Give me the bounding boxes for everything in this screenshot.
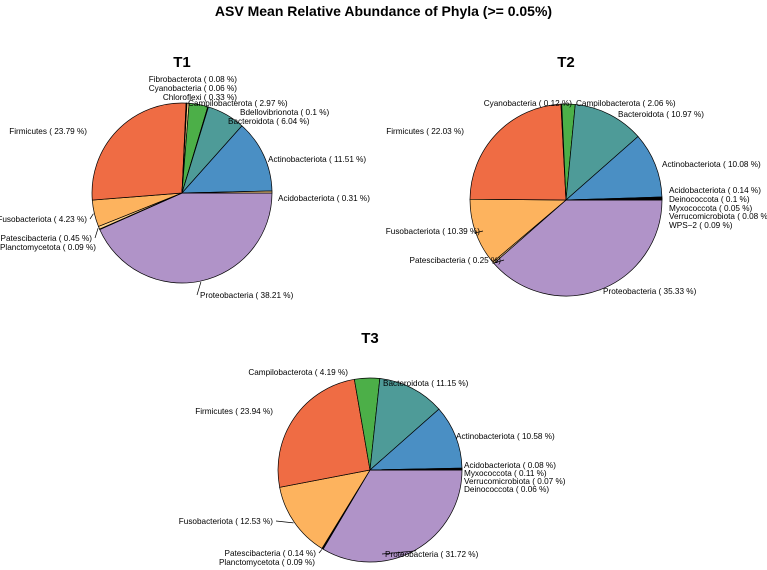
- slice-t2-proteobacteria: [493, 199, 663, 297]
- label-t2-actinobacteriota: Actinobacteriota ( 10.08 %): [662, 160, 761, 169]
- label-t3-bacteroidota: Bacteroidota ( 11.15 %): [383, 379, 469, 388]
- leader-t1-fusobacteriota: [89, 213, 94, 220]
- leader-t1-patescibacteria: [94, 227, 99, 239]
- slice-t2-actinobacteriota: [565, 136, 663, 201]
- label-t3-patescibacteria: Patescibacteria ( 0.14 %): [225, 549, 317, 558]
- label-t3-firmicutes: Firmicutes ( 23.94 %): [195, 407, 273, 416]
- label-t1-cyanobacteria: Cyanobacteria ( 0.06 %): [149, 84, 238, 93]
- label-t1-bdellovibrionota: Bdellovibrionota ( 0.1 %): [240, 108, 329, 117]
- slice-t1-acidobacteriota: [181, 190, 273, 194]
- pie-title-t2: T2: [557, 54, 575, 71]
- slice-t2-firmicutes: [469, 103, 567, 201]
- label-t3-planctomycetota: Planctomycetota ( 0.09 %): [219, 558, 315, 567]
- label-t1-actinobacteriota: Actinobacteriota ( 11.51 %): [268, 155, 366, 164]
- label-t3-verrucomicrobiota: Verrucomicrobiota ( 0.07 %): [464, 477, 566, 486]
- leader-t1-proteobacteria: [196, 281, 202, 296]
- label-t2-wps-2: WPS−2 ( 0.09 %): [669, 221, 733, 230]
- label-t1-firmicutes: Firmicutes ( 23.79 %): [9, 127, 87, 136]
- label-t3-campilobacterota: Campilobacterota ( 4.19 %): [248, 368, 348, 377]
- slice-t3-proteobacteria: [322, 469, 463, 563]
- label-t1-fusobacteriota: Fusobacteriota ( 4.23 %): [0, 215, 87, 224]
- label-t2-fusobacteriota: Fusobacteriota ( 10.39 %): [386, 227, 480, 236]
- label-t1-campilobacterota: Campilobacterota ( 2.97 %): [188, 99, 288, 108]
- pie-t1: T1 Proteobacteria ( 38.21 %) Planctomyceto…: [0, 54, 370, 300]
- leader-t3-fusobacteriota: [275, 520, 294, 524]
- leader-t3-proteobacteria: [381, 550, 417, 555]
- slice-t2-wps-2: [565, 199, 663, 201]
- label-t3-acidobacteriota: Acidobacteriota ( 0.08 %): [464, 461, 556, 470]
- label-t2-firmicutes: Firmicutes ( 22.03 %): [386, 127, 464, 136]
- figure-title: ASV Mean Relative Abundance of Phyla (>=…: [215, 3, 552, 19]
- leader-t2-patescibacteria: [492, 259, 505, 264]
- label-t2-myxococcota: Myxococcota ( 0.05 %): [669, 204, 753, 213]
- label-t1-chloroflexi: Chloroflexi ( 0.33 %): [163, 93, 237, 102]
- label-t2-bacteroidota: Bacteroidota ( 10.97 %): [618, 110, 704, 119]
- label-t3-myxococcota: Myxococcota ( 0.11 %): [464, 469, 547, 478]
- label-t1-patescibacteria: Patescibacteria ( 0.45 %): [1, 234, 93, 243]
- pie-title-t3: T3: [361, 330, 379, 347]
- label-t2-proteobacteria: Proteobacteria ( 35.33 %): [603, 287, 697, 296]
- label-t1-bacteroidota: Bacteroidota ( 6.04 %): [228, 117, 310, 126]
- label-t2-patescibacteria: Patescibacteria ( 0.25 %): [410, 256, 502, 265]
- slice-t1-actinobacteriota: [181, 125, 273, 194]
- label-t1-planctomycetota: Planctomycetota ( 0.09 %): [0, 243, 96, 252]
- label-t2-campilobacterota: Campilobacterota ( 2.06 %): [576, 99, 676, 108]
- leader-t2-fusobacteriota: [474, 230, 484, 234]
- label-t1-acidobacteriota: Acidobacteriota ( 0.31 %): [278, 194, 370, 203]
- slice-t1-firmicutes: [91, 102, 187, 201]
- label-t3-actinobacteriota: Actinobacteriota ( 10.58 %): [456, 432, 555, 441]
- slice-t1-proteobacteria: [99, 192, 273, 284]
- slice-t2-bacteroidota: [565, 104, 639, 201]
- slice-t3-actinobacteriota: [369, 408, 463, 471]
- leader-t3-patescibacteria: [318, 549, 323, 554]
- pie-t2: T2 Proteobacteria ( 35.33 %) Patescibacter…: [386, 54, 767, 297]
- label-t2-cyanobacteria: Cyanobacteria ( 0.12 %): [484, 99, 573, 108]
- slice-t3-bacteroidota: [369, 378, 440, 471]
- label-t3-fusobacteriota: Fusobacteriota ( 12.53 %): [179, 517, 273, 526]
- label-t3-proteobacteria: Proteobacteria ( 31.72 %): [385, 550, 479, 559]
- slice-t3-fusobacteriota: [279, 469, 371, 549]
- pie-t3: T3 Proteobacteria ( 31.72 %) Planctomyceto…: [179, 330, 566, 567]
- label-t1-fibrobacterota: Fibrobacterota ( 0.08 %): [149, 75, 238, 84]
- slice-t3-firmicutes: [277, 378, 371, 488]
- label-t3-deinococcota: Deinococcota ( 0.06 %): [464, 485, 549, 494]
- pie-title-t1: T1: [173, 54, 191, 71]
- label-t2-acidobacteriota: Acidobacteriota ( 0.14 %): [669, 186, 761, 195]
- label-t2-deinococcota: Deinococcota ( 0.1 %): [669, 195, 750, 204]
- label-t1-proteobacteria: Proteobacteria ( 38.21 %): [200, 291, 294, 300]
- label-t2-verrucomicrobiota: Verrucomicrobiota ( 0.08 %): [669, 212, 767, 221]
